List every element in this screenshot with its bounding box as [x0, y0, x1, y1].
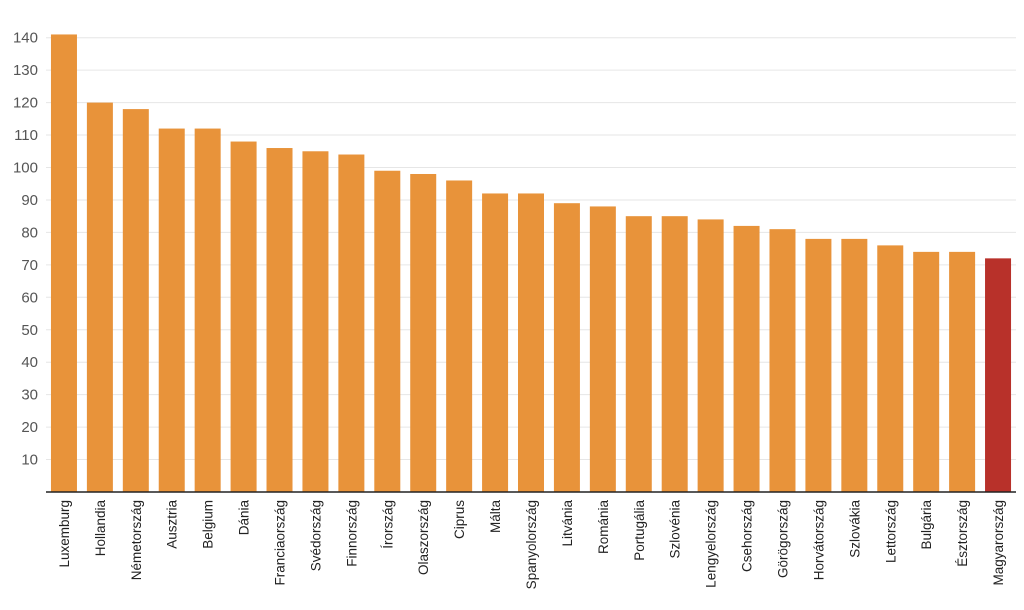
bar-0 — [50, 34, 77, 493]
x-tick-label: Lengyelország — [704, 500, 719, 588]
x-tick-label: Csehország — [740, 500, 755, 572]
y-tick-label: 40 — [21, 354, 38, 371]
x-tick-label: Olaszország — [416, 500, 431, 575]
x-tick-label: Görögország — [775, 500, 790, 578]
bar-3 — [158, 128, 185, 492]
y-tick-label: 50 — [21, 322, 38, 339]
x-tick-label: Franciaország — [273, 500, 288, 586]
bar-18 — [697, 219, 724, 493]
bar-10 — [410, 173, 437, 493]
y-tick-label: 70 — [21, 257, 38, 274]
bar-24 — [913, 251, 940, 492]
bar-13 — [518, 193, 544, 492]
y-tick-label: 10 — [21, 452, 38, 469]
y-tick-label: 120 — [13, 95, 38, 112]
bars — [50, 34, 1012, 493]
bar-2 — [122, 109, 149, 492]
x-tick-label: Bulgária — [919, 500, 934, 550]
bar-19 — [733, 225, 760, 492]
x-tick-label: Litvánia — [560, 500, 575, 547]
bar-4 — [194, 128, 221, 492]
bar-21 — [805, 238, 832, 492]
x-tick-label: Luxemburg — [57, 500, 72, 568]
x-tick-label: Dánia — [237, 500, 252, 536]
y-tick-label: 130 — [13, 62, 38, 79]
x-tick-label: Észtország — [955, 500, 970, 567]
bar-9 — [374, 170, 401, 492]
x-tick-label: Lettország — [883, 500, 898, 563]
x-tick-label: Románia — [596, 500, 611, 555]
x-tick-label: Ciprus — [452, 500, 467, 539]
x-tick-label: Horvátország — [811, 500, 826, 580]
x-tick-label: Málta — [488, 500, 503, 534]
bar-11 — [446, 180, 473, 493]
y-tick-label: 100 — [13, 160, 38, 177]
bar-8 — [338, 154, 365, 492]
x-tick-label: Portugália — [632, 500, 647, 561]
x-tick-label: Írország — [380, 500, 395, 549]
x-tick-label: Finnország — [344, 500, 359, 567]
y-tick-label: 30 — [21, 387, 38, 404]
bar-14 — [553, 203, 580, 492]
x-tick-label: Szlovénia — [668, 500, 683, 559]
x-tick-label: Svédország — [308, 500, 323, 571]
bar-23 — [877, 245, 904, 492]
bar-17 — [661, 216, 688, 493]
y-tick-label: 60 — [21, 289, 38, 306]
bar-6 — [266, 148, 293, 492]
bar-26 — [985, 258, 1012, 492]
y-tick-label: 80 — [21, 224, 38, 241]
y-axis-ticks: 10 20 30 40 50 60 70 80 90 100 110 120 130 140 — [13, 30, 38, 469]
x-tick-label: Spanyolország — [524, 500, 539, 589]
x-tick-label: Hollandia — [93, 500, 108, 557]
x-tick-label: Németország — [129, 500, 144, 580]
x-tick-label: Belgium — [201, 500, 216, 549]
bar-5 — [230, 141, 257, 493]
x-axis-labels: Luxemburg Hollandia Németország Ausztria Bel… — [57, 500, 1006, 590]
bar-12 — [482, 193, 509, 492]
y-tick-label: 110 — [14, 127, 38, 144]
bar-22 — [841, 238, 868, 492]
bar-7 — [302, 151, 329, 492]
bar-16 — [625, 216, 652, 493]
bar-1 — [86, 102, 113, 492]
y-tick-label: 140 — [13, 30, 38, 47]
bar-15 — [589, 206, 616, 492]
x-tick-label: Magyarország — [991, 500, 1006, 586]
x-tick-label: Ausztria — [165, 500, 180, 549]
bar-25 — [949, 251, 976, 492]
y-tick-label: 90 — [21, 192, 38, 209]
x-tick-label: Szlovákia — [847, 500, 862, 558]
bar-20 — [769, 229, 796, 492]
y-tick-label: 20 — [21, 419, 38, 436]
